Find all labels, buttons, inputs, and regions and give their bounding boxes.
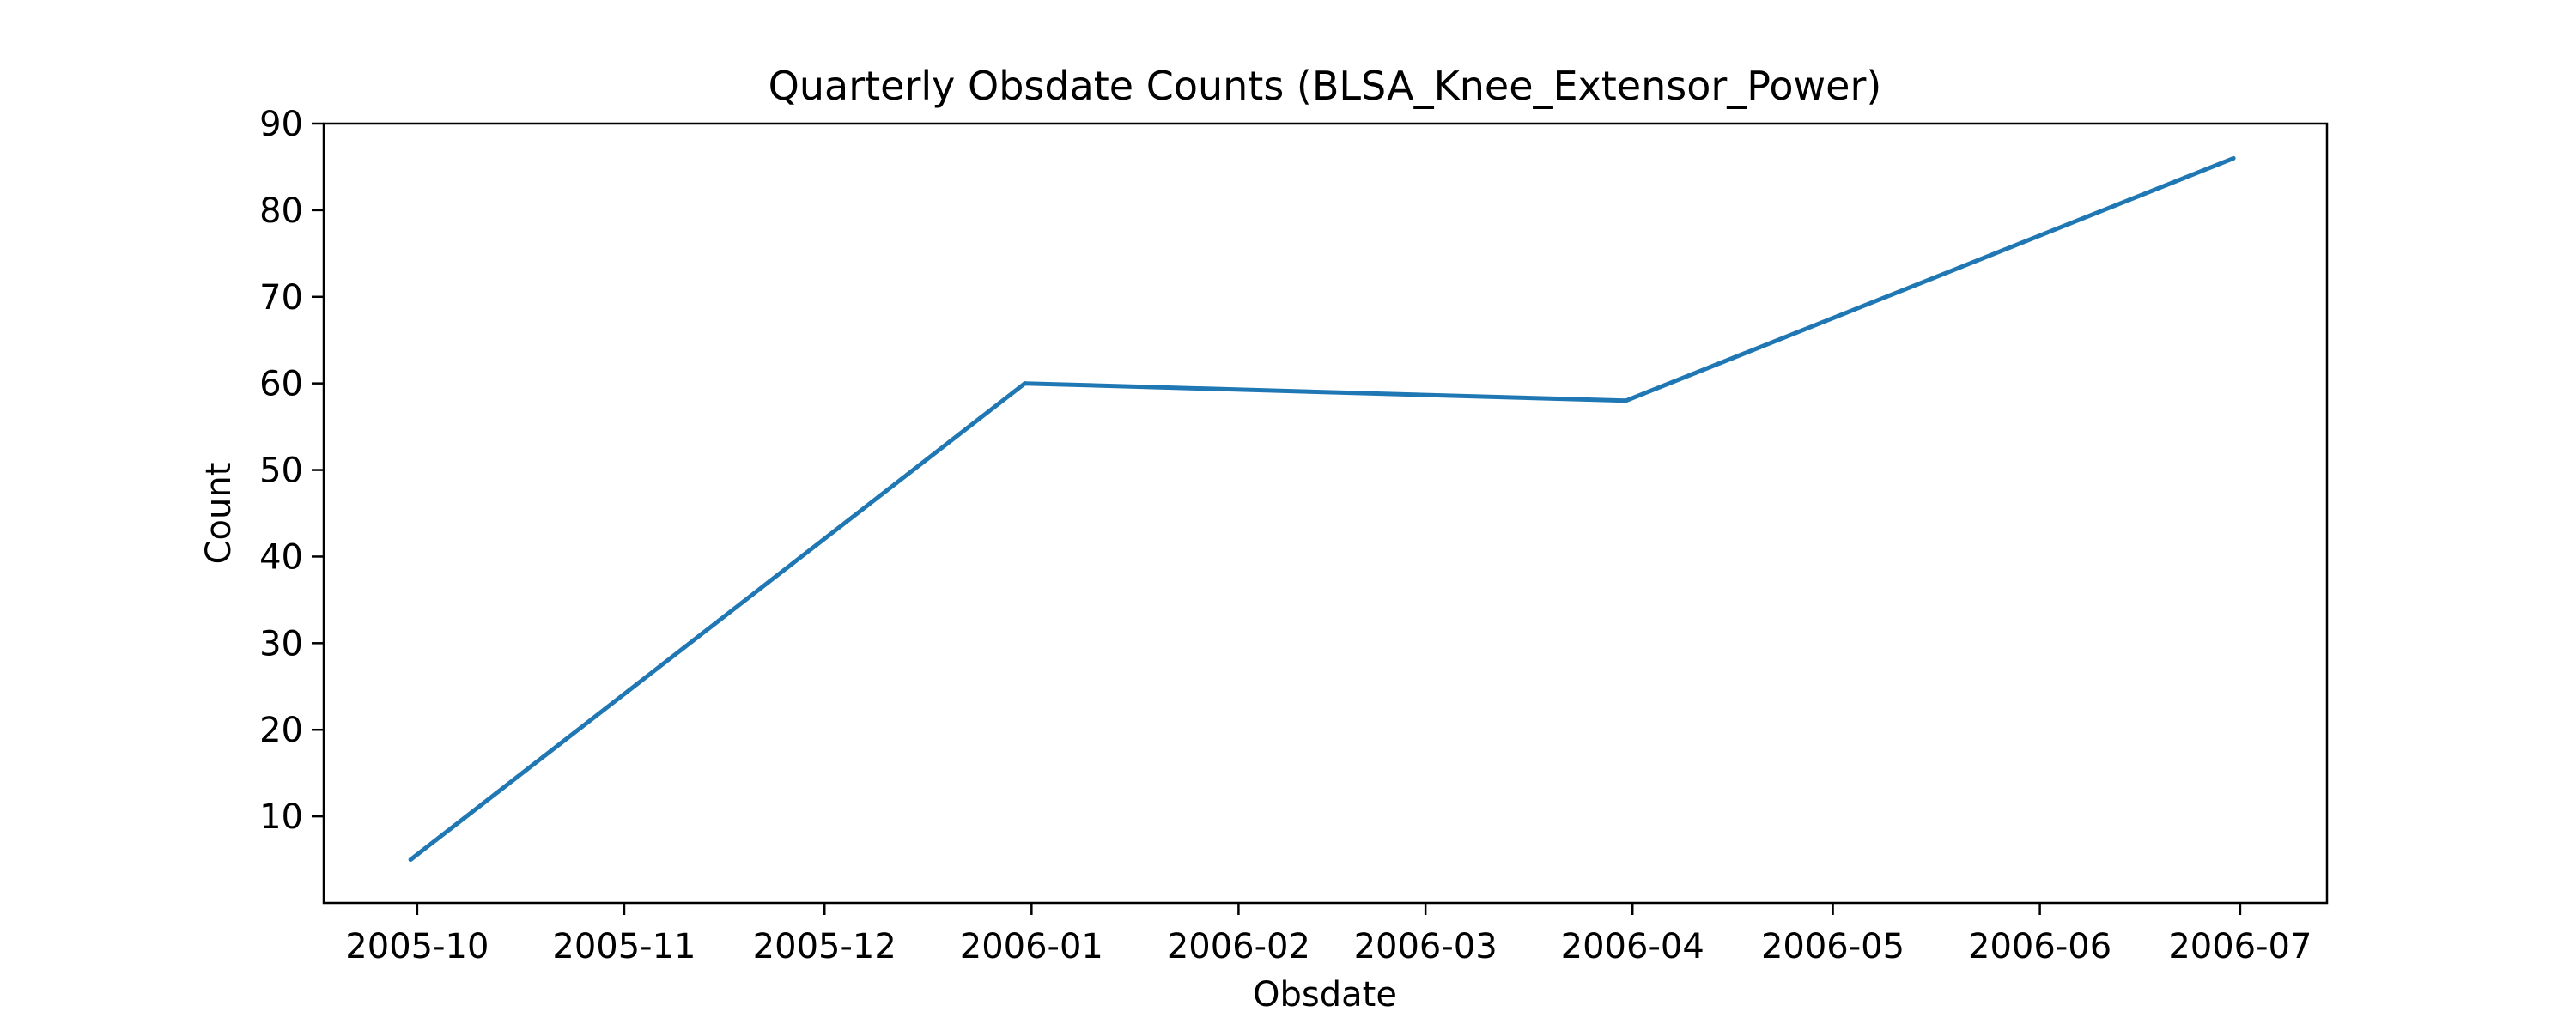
data-point <box>408 857 413 863</box>
y-tick-label: 80 <box>259 191 303 231</box>
x-tick-label: 2006-05 <box>1761 927 1905 966</box>
y-tick-label: 40 <box>259 537 303 577</box>
y-tick-label: 70 <box>259 278 303 318</box>
y-axis: 10 20 30 40 50 60 70 80 90 <box>259 105 324 837</box>
y-tick-label: 50 <box>259 451 303 491</box>
x-tick-label: 2006-04 <box>1561 927 1704 966</box>
data-point <box>1623 398 1628 403</box>
data-point <box>2231 155 2236 161</box>
plot-frame <box>322 122 2329 905</box>
x-axis: 2005-10 2005-11 2005-12 2006-01 2006-02 2006-… <box>345 903 2312 966</box>
x-tick-label: 2006-06 <box>1968 927 2111 966</box>
data-point <box>1023 381 1028 386</box>
x-tick-label: 2006-02 <box>1167 927 1310 966</box>
series-layer <box>408 155 2236 863</box>
y-axis-label: Count <box>199 463 239 565</box>
y-tick-label: 60 <box>259 365 303 404</box>
x-tick-label: 2005-11 <box>552 927 696 966</box>
series-line <box>409 156 2235 862</box>
y-tick-label: 90 <box>259 105 303 144</box>
x-tick-label: 2005-12 <box>753 927 896 966</box>
y-tick-label: 10 <box>259 797 303 837</box>
y-tick-label: 30 <box>259 624 303 663</box>
x-tick-label: 2005-10 <box>345 927 489 966</box>
x-tick-label: 2006-01 <box>960 927 1103 966</box>
x-axis-label: Obsdate <box>1253 975 1397 1015</box>
x-tick-label: 2006-07 <box>2168 927 2312 966</box>
chart-title: Quarterly Obsdate Counts (BLSA_Knee_Exte… <box>769 63 1882 109</box>
x-tick-label: 2006-03 <box>1354 927 1498 966</box>
y-tick-label: 20 <box>259 711 303 750</box>
